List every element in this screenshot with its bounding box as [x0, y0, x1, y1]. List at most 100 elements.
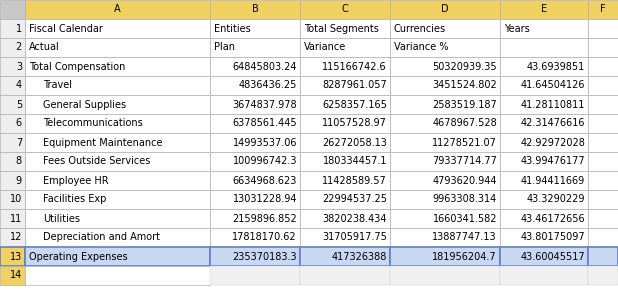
Bar: [390, 57, 500, 76]
Bar: [210, 114, 300, 133]
Text: 2: 2: [15, 43, 22, 53]
Text: 1: 1: [16, 23, 22, 33]
Bar: [390, 209, 500, 228]
Text: Travel: Travel: [43, 81, 72, 91]
Text: A: A: [114, 5, 121, 15]
Text: 64845803.24: 64845803.24: [232, 61, 297, 71]
Bar: [210, 57, 300, 76]
Bar: [25, 152, 210, 171]
Bar: [210, 266, 300, 285]
Text: 43.46172656: 43.46172656: [520, 213, 585, 223]
Text: 417326388: 417326388: [332, 251, 387, 261]
Text: Depreciation and Amort: Depreciation and Amort: [43, 233, 160, 243]
Bar: [0, 95, 25, 114]
Text: Plan: Plan: [214, 43, 235, 53]
Bar: [0, 76, 25, 95]
Text: General Supplies: General Supplies: [43, 99, 126, 109]
Text: 180334457.1: 180334457.1: [323, 157, 387, 167]
Bar: [390, 95, 500, 114]
Bar: [25, 0, 210, 19]
Bar: [500, 171, 588, 190]
Bar: [390, 0, 500, 19]
Bar: [300, 266, 390, 285]
Bar: [588, 209, 618, 228]
Bar: [0, 171, 25, 190]
Bar: [0, 38, 25, 57]
Text: 3: 3: [16, 61, 22, 71]
Bar: [210, 133, 300, 152]
Bar: [300, 76, 390, 95]
Bar: [500, 19, 588, 38]
Text: Facilities Exp: Facilities Exp: [43, 195, 106, 205]
Text: 4: 4: [16, 81, 22, 91]
Bar: [500, 95, 588, 114]
Bar: [0, 247, 25, 266]
Bar: [0, 114, 25, 133]
Text: 8: 8: [16, 157, 22, 167]
Text: Variance %: Variance %: [394, 43, 449, 53]
Bar: [588, 152, 618, 171]
Text: 3674837.978: 3674837.978: [232, 99, 297, 109]
Bar: [390, 133, 500, 152]
Bar: [25, 266, 210, 285]
Bar: [0, 57, 25, 76]
Bar: [0, 209, 25, 228]
Bar: [500, 190, 588, 209]
Bar: [300, 19, 390, 38]
Text: Employee HR: Employee HR: [43, 175, 109, 185]
Bar: [300, 57, 390, 76]
Bar: [25, 209, 210, 228]
Text: 14993537.06: 14993537.06: [232, 137, 297, 147]
Text: 43.99476177: 43.99476177: [520, 157, 585, 167]
Bar: [390, 190, 500, 209]
Bar: [588, 171, 618, 190]
Bar: [588, 0, 618, 19]
Bar: [25, 114, 210, 133]
Bar: [25, 19, 210, 38]
Text: 11428589.57: 11428589.57: [322, 175, 387, 185]
Text: 115166742.6: 115166742.6: [323, 61, 387, 71]
Bar: [25, 228, 210, 247]
Text: 12: 12: [10, 233, 22, 243]
Bar: [0, 133, 25, 152]
Text: F: F: [600, 5, 606, 15]
Bar: [588, 228, 618, 247]
Bar: [500, 114, 588, 133]
Bar: [500, 0, 588, 19]
Bar: [0, 152, 25, 171]
Bar: [500, 133, 588, 152]
Text: 4836436.25: 4836436.25: [239, 81, 297, 91]
Text: 41.94411669: 41.94411669: [521, 175, 585, 185]
Bar: [25, 247, 210, 266]
Text: 13887747.13: 13887747.13: [433, 233, 497, 243]
Bar: [588, 38, 618, 57]
Bar: [588, 266, 618, 285]
Text: 5: 5: [15, 99, 22, 109]
Text: 7: 7: [15, 137, 22, 147]
Text: 41.28110811: 41.28110811: [520, 99, 585, 109]
Bar: [300, 247, 390, 266]
Text: 43.6939851: 43.6939851: [527, 61, 585, 71]
Bar: [588, 95, 618, 114]
Text: Actual: Actual: [29, 43, 60, 53]
Text: E: E: [541, 5, 547, 15]
Text: 11278521.07: 11278521.07: [432, 137, 497, 147]
Bar: [588, 57, 618, 76]
Bar: [210, 190, 300, 209]
Bar: [300, 95, 390, 114]
Bar: [390, 19, 500, 38]
Text: 42.92972028: 42.92972028: [520, 137, 585, 147]
Text: Total Compensation: Total Compensation: [29, 61, 125, 71]
Text: Years: Years: [504, 23, 530, 33]
Text: 8287961.057: 8287961.057: [322, 81, 387, 91]
Bar: [588, 114, 618, 133]
Text: B: B: [252, 5, 258, 15]
Bar: [210, 209, 300, 228]
Bar: [25, 190, 210, 209]
Text: 26272058.13: 26272058.13: [322, 137, 387, 147]
Text: 6: 6: [16, 119, 22, 129]
Bar: [210, 76, 300, 95]
Text: Fees Outside Services: Fees Outside Services: [43, 157, 150, 167]
Bar: [588, 76, 618, 95]
Bar: [25, 57, 210, 76]
